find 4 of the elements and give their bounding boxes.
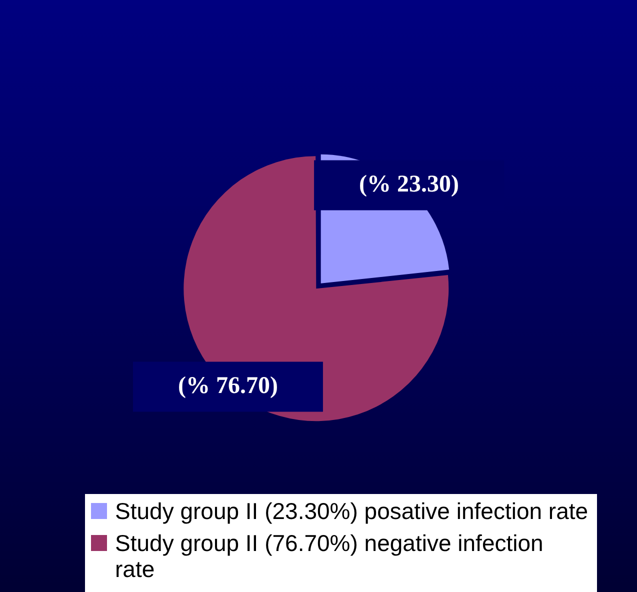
- legend-label: Study group II (23.30%) posative infection rate: [115, 498, 589, 524]
- legend-label: Study group II (76.70%) negative infection rate: [115, 530, 544, 582]
- data-label: (% 23.30): [359, 171, 460, 198]
- data-label: (% 76.70): [178, 372, 278, 399]
